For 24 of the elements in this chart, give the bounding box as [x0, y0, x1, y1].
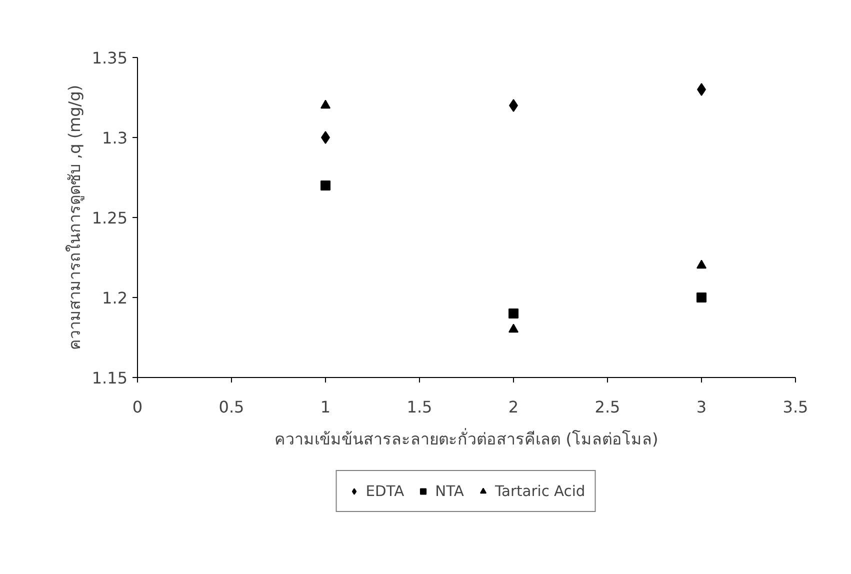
x-tick-label: 1 [320, 398, 331, 416]
point [696, 260, 706, 269]
legend-label: NTA [435, 482, 464, 500]
x-tick-label: 2.5 [594, 398, 620, 416]
y-tick-label: 1.15 [92, 368, 128, 388]
point [508, 324, 518, 333]
y-tick-label: 1.2 [102, 288, 128, 308]
point [508, 308, 518, 318]
legend-label: Tartaric Acid [494, 482, 586, 500]
y-tick-label: 1.3 [102, 128, 128, 148]
point [320, 180, 330, 190]
x-tick-label: 1.5 [406, 398, 432, 416]
x-tick-label: 3.5 [782, 398, 808, 416]
x-tick-label: 2 [508, 398, 519, 416]
point [320, 100, 330, 109]
y-tick-label: 1.25 [92, 208, 128, 228]
y-axis-title: ความสามารถในการดูดซับ ,q (mg/g) [64, 84, 85, 350]
x-tick-label: 0 [132, 398, 143, 416]
y-tick-label: 1.35 [92, 48, 128, 68]
x-axis-title: ความเข้มข้นสารละลายตะกั่วต่อสารคีเลต (โมลต่อโมล) [274, 428, 658, 448]
x-tick-label: 0.5 [218, 398, 244, 416]
legend-label: EDTA [366, 482, 404, 500]
x-tick-label: 3 [696, 398, 707, 416]
point [696, 292, 706, 302]
